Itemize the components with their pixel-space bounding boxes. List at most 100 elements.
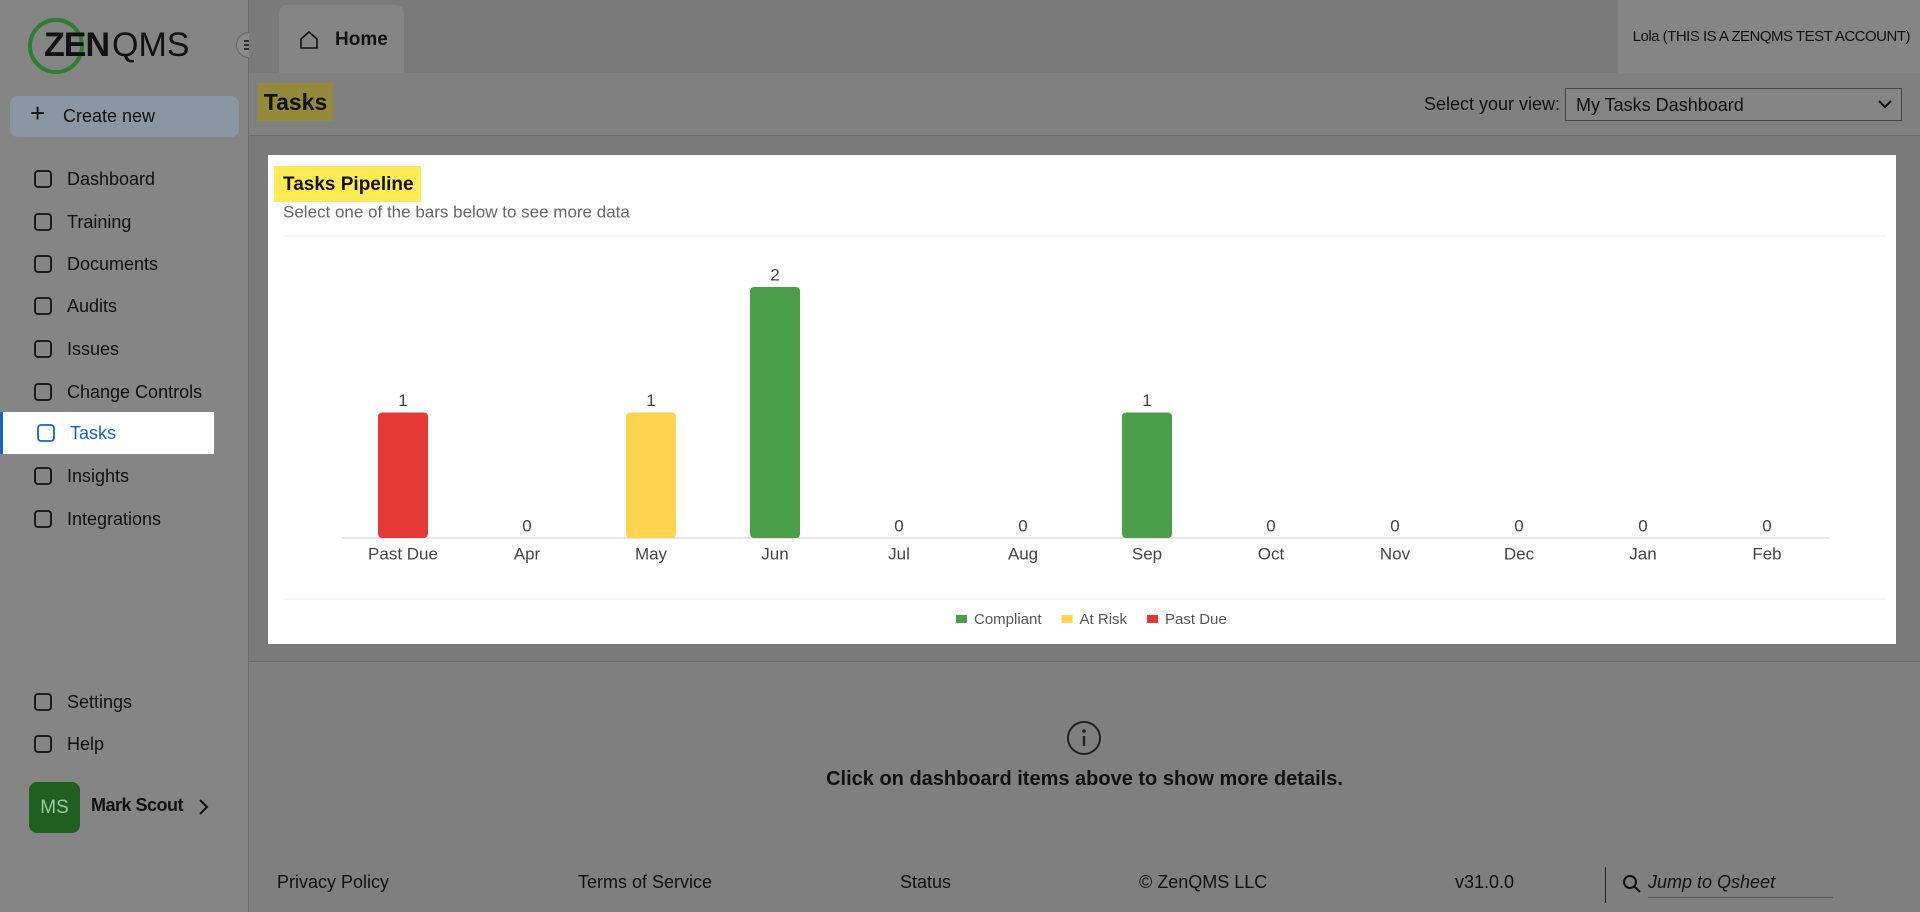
data-label: 0: [894, 516, 903, 535]
view-select[interactable]: My Tasks Dashboard: [1565, 88, 1902, 121]
nav-item[interactable]: Integrations: [0, 498, 214, 540]
card-bg: [268, 155, 1896, 644]
x-tick-label: Apr: [514, 544, 541, 563]
nav-label: Documents: [67, 253, 159, 274]
data-label: 0: [1390, 516, 1399, 535]
nav-icon: [37, 424, 55, 442]
nav-icon: [34, 340, 52, 358]
title-highlight: [274, 166, 421, 202]
legend-label: Past Due: [1165, 611, 1227, 628]
data-label: 1: [398, 391, 407, 410]
nav-label: Audits: [67, 295, 118, 316]
chart-card: Tasks Pipeline Select one of the bars be…: [268, 155, 1896, 644]
create-button[interactable]: + Create new: [10, 96, 239, 137]
nav-label: Training: [67, 211, 132, 232]
x-tick-label: Oct: [1258, 544, 1285, 563]
details-message: Click on dashboard items above to show m…: [826, 768, 1343, 790]
footer-link[interactable]: Status: [900, 872, 952, 892]
legend-swatch: [956, 615, 967, 623]
data-label: 0: [1266, 516, 1275, 535]
footer-link[interactable]: Terms of Service: [578, 872, 713, 892]
nav-label: Tasks: [70, 422, 117, 443]
x-tick-label: Dec: [1504, 544, 1535, 563]
x-tick-label: Feb: [1752, 544, 1781, 563]
account-box: [1618, 0, 1920, 73]
x-tick-label: Aug: [1008, 544, 1038, 563]
nav-icon: [34, 170, 52, 188]
nav-label: Issues: [67, 338, 120, 359]
legend-swatch: [1061, 615, 1073, 623]
nav-icon: [34, 255, 52, 273]
data-label: 2: [770, 265, 779, 284]
nav-icon: [34, 735, 52, 753]
data-label: 0: [1018, 516, 1027, 535]
nav-icon: [34, 383, 52, 401]
logo-part2: QMS: [112, 26, 190, 64]
x-tick-label: Jul: [888, 544, 910, 563]
legend-swatch: [1147, 615, 1159, 623]
home-tab[interactable]: Home: [279, 5, 404, 73]
nav-label: Change Controls: [67, 381, 203, 402]
footer-divider: [1605, 867, 1606, 903]
nav-label: Integrations: [67, 508, 162, 529]
nav-item[interactable]: Tasks: [0, 412, 214, 454]
nav-item[interactable]: Documents: [0, 243, 214, 285]
footer-version: v31.0.0: [1455, 872, 1515, 892]
info-icon: [1067, 721, 1101, 755]
nav-icon: [34, 467, 52, 485]
nav-label: Dashboard: [67, 168, 156, 189]
bar[interactable]: [750, 287, 800, 538]
sidebar: ZEN QMS + Create new Dashboard Training Do…: [0, 0, 249, 912]
logo-part1: ZEN: [44, 26, 110, 64]
x-tick-label: Sep: [1132, 544, 1162, 563]
data-label: 0: [1514, 516, 1523, 535]
user-name[interactable]: Mark Scout: [91, 795, 184, 815]
nav-label: Settings: [67, 691, 133, 712]
nav-icon: [34, 213, 52, 231]
bar[interactable]: [626, 412, 676, 539]
x-tick-label: Nov: [1380, 544, 1411, 563]
nav-icon: [34, 297, 52, 315]
data-label: 0: [1762, 516, 1771, 535]
chart-title: Tasks Pipeline: [283, 174, 414, 195]
x-tick-label: Jun: [761, 544, 788, 563]
plus-icon: +: [30, 98, 46, 128]
data-label: 0: [1638, 516, 1647, 535]
legend-label: Compliant: [974, 611, 1042, 628]
page-title: Tasks: [258, 83, 333, 121]
home-icon: [300, 30, 318, 49]
x-tick-label: May: [635, 544, 668, 563]
nav-item[interactable]: Insights: [0, 455, 214, 497]
nav-icon: [34, 693, 52, 711]
footer-copyright: © ZenQMS LLC: [1139, 872, 1268, 892]
nav-label: Insights: [67, 465, 130, 486]
x-tick-label: Jan: [1629, 544, 1656, 563]
data-label: 1: [646, 391, 655, 410]
nav-item[interactable]: Dashboard: [0, 158, 214, 200]
data-label: 1: [1142, 391, 1151, 410]
avatar: MS: [29, 782, 80, 833]
nav-item[interactable]: Audits: [0, 285, 214, 327]
logo-ring: [28, 18, 84, 74]
nav-item[interactable]: Settings: [0, 681, 214, 723]
nav-icon: [34, 510, 52, 528]
view-value: My Tasks Dashboard: [1576, 95, 1744, 115]
nav-label: Help: [67, 733, 105, 754]
footer-link[interactable]: Privacy Policy: [277, 872, 390, 892]
search-input[interactable]: Jump to Qsheet: [1648, 872, 1833, 898]
view-label: Select your view:: [1424, 94, 1561, 114]
account-label: Lola (THIS IS A ZENQMS TEST ACCOUNT): [1632, 28, 1911, 45]
legend-label: At Risk: [1080, 611, 1128, 628]
nav-item[interactable]: Issues: [0, 328, 214, 370]
bar[interactable]: [1122, 412, 1172, 539]
search-icon: [1623, 875, 1641, 893]
chevron: [199, 799, 209, 815]
dropdown-arrow: [1878, 100, 1892, 109]
tab-label: Home: [335, 29, 388, 50]
bar[interactable]: [378, 412, 428, 539]
data-label: 0: [522, 516, 531, 535]
nav-item[interactable]: Help: [0, 723, 214, 765]
nav-item[interactable]: Change Controls: [0, 371, 214, 413]
nav-item[interactable]: Training: [0, 201, 214, 243]
